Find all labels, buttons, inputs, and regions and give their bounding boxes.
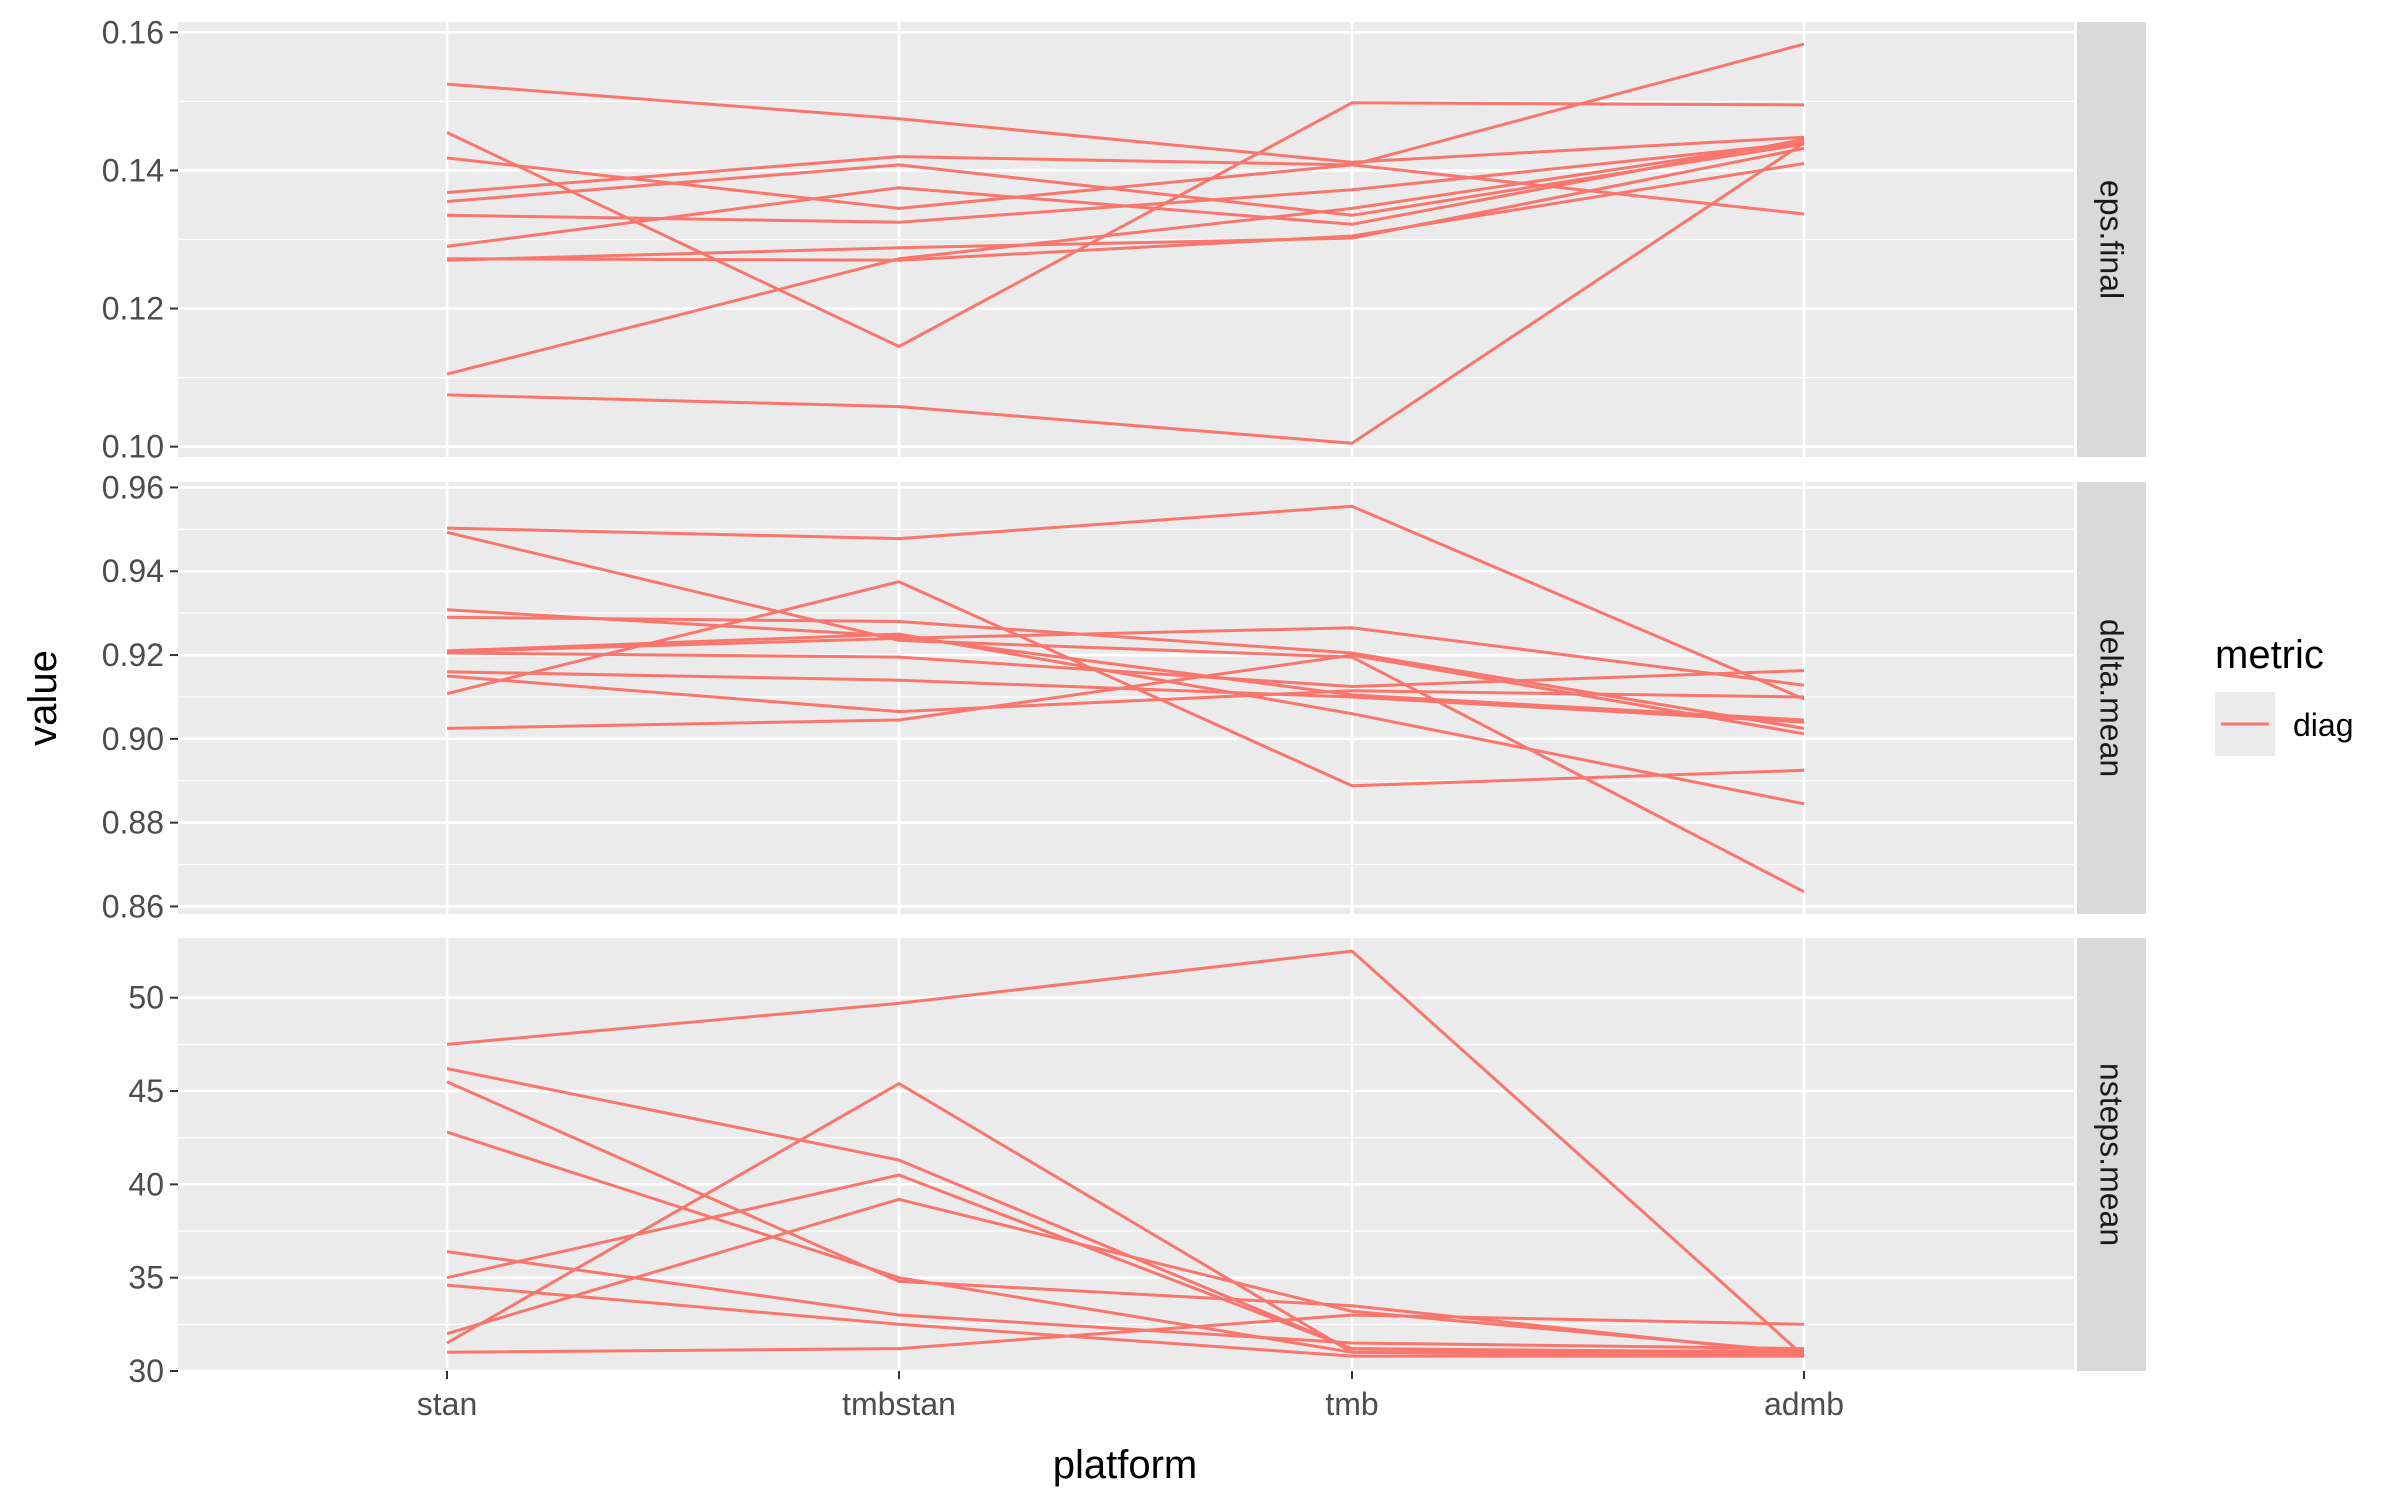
series-line: [446, 651, 1805, 688]
series-line: [446, 137, 1805, 248]
series-line: [446, 1197, 1805, 1354]
panel-nsteps.mean: 30 35 40 45 50 nsteps.mean: [128, 938, 2146, 1389]
series-line: [446, 504, 1805, 701]
facet-strip: [2077, 938, 2146, 1371]
x-tick-label: tmbstan: [842, 1386, 956, 1422]
y-tick-label: 0.94: [102, 553, 164, 589]
y-tick-label: 40: [128, 1166, 164, 1202]
y-tick-label: 50: [128, 980, 164, 1016]
panel-background: [178, 482, 2074, 914]
y-tick-label: 0.90: [102, 721, 164, 757]
panel-delta.mean: 0.86 0.88 0.90 0.92 0.94 0.96 delta.mean: [102, 469, 2146, 924]
x-axis-title: platform: [1053, 1443, 1198, 1487]
series-line: [446, 1082, 1805, 1354]
x-axis: stan tmbstan tmb admb: [417, 1371, 1844, 1422]
y-tick-label: 0.14: [102, 152, 164, 188]
series-line: [446, 1250, 1805, 1351]
legend: metric diag: [2215, 633, 2354, 756]
series-line: [446, 626, 1805, 687]
series-line: [446, 1080, 1805, 1356]
series-line: [446, 580, 1805, 788]
y-tick-label: 45: [128, 1073, 164, 1109]
facet-strip: [2077, 22, 2146, 457]
series-line: [446, 1130, 1805, 1358]
y-tick-label: 35: [128, 1260, 164, 1296]
series-line: [446, 608, 1805, 722]
series-line: [446, 141, 1805, 445]
series-line: [446, 653, 1805, 736]
y-tick-label: 0.86: [102, 888, 164, 924]
x-tick-label: tmb: [1325, 1386, 1378, 1422]
series-line: [446, 82, 1805, 164]
y-tick-label: 0.10: [102, 429, 164, 465]
series-line: [446, 1313, 1805, 1354]
y-tick-label: 30: [128, 1353, 164, 1389]
panels: 0.10 0.12 0.14 0.16 eps.final 0.86 0.88 0.90 0.9…: [102, 14, 2146, 1389]
legend-label: diag: [2293, 707, 2354, 743]
series-line: [446, 530, 1805, 894]
y-tick-label: 0.16: [102, 14, 164, 50]
series-line: [446, 146, 1805, 262]
y-tick-label: 0.96: [102, 469, 164, 505]
series-line: [446, 142, 1805, 217]
y-tick-label: 0.12: [102, 291, 164, 327]
series-line: [446, 162, 1805, 262]
series-line: [446, 155, 1805, 216]
series-line: [446, 1283, 1804, 1358]
facet-strip: [2077, 482, 2146, 914]
x-tick-label: admb: [1764, 1386, 1844, 1422]
series-line: [446, 632, 1805, 806]
facet-strip-label: nsteps.mean: [2094, 1063, 2130, 1246]
y-tick-label: 0.92: [102, 637, 164, 673]
series-line: [446, 140, 1805, 376]
facet-strip-label: eps.final: [2094, 180, 2130, 299]
panel-background: [178, 938, 2074, 1371]
legend-title: metric: [2215, 633, 2324, 677]
x-tick-label: stan: [417, 1386, 477, 1422]
facet-strip-label: delta.mean: [2094, 619, 2130, 777]
series-line: [446, 949, 1806, 1358]
y-axis-title: value: [21, 650, 65, 746]
y-tick-label: 0.88: [102, 805, 164, 841]
series-line: [446, 615, 1805, 730]
panel-eps.final: 0.10 0.12 0.14 0.16 eps.final: [102, 14, 2146, 465]
